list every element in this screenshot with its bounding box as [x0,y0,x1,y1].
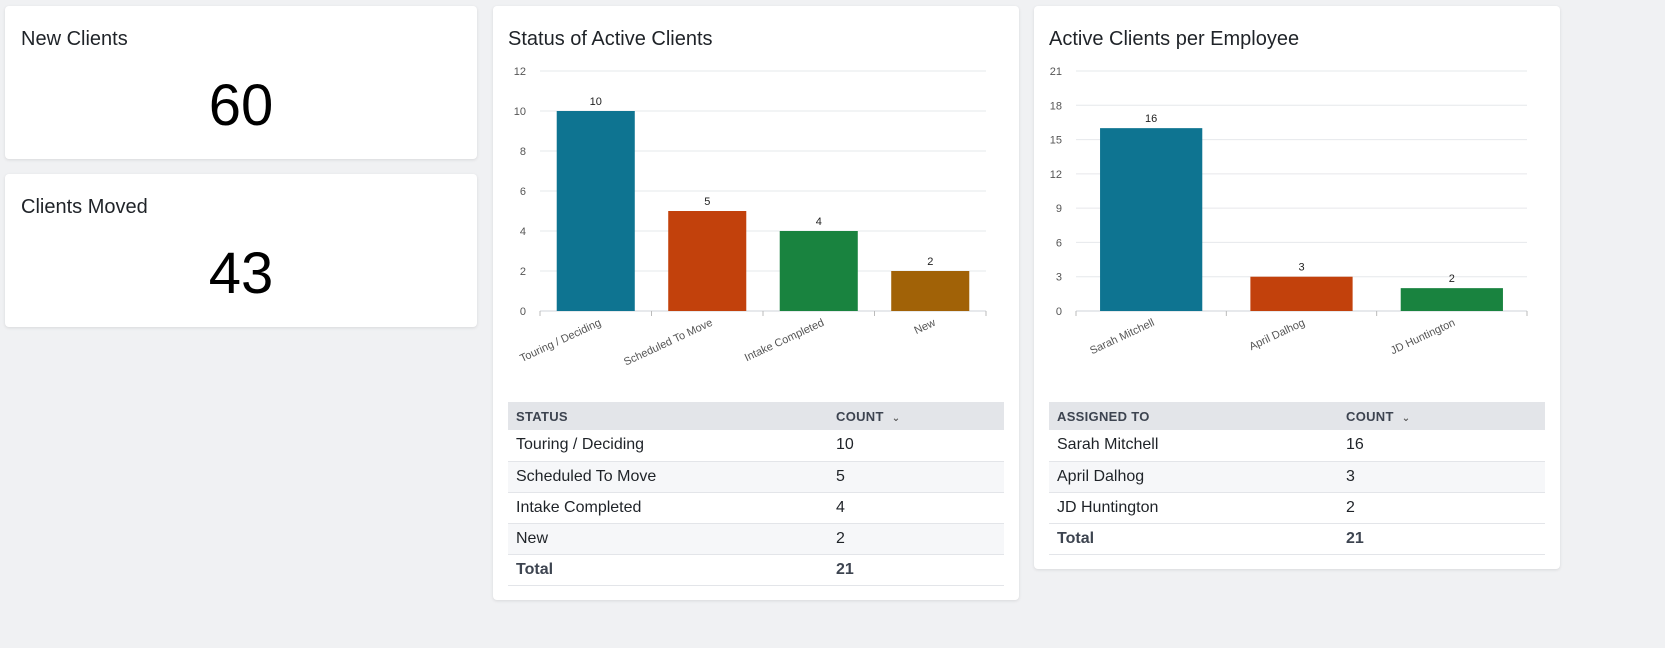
clients-moved-card: Clients Moved 43 [5,174,477,327]
employee-bar-chart: 0 3 6 9 12 15 18 21 16 Sarah Mitchell 3 April Dalho… [1050,66,1528,357]
new-clients-title: New Clients [21,28,128,50]
table-total-row: Total 21 [1049,523,1545,555]
table-cell: Touring / Deciding [508,430,828,462]
status-column-header[interactable]: STATUS [508,402,828,430]
y-tick-label: 3 [1056,272,1062,284]
bar [668,211,747,311]
data-label: 4 [816,216,822,228]
data-label: 2 [927,256,933,268]
table-cell: 16 [1338,430,1545,462]
status-table-header: STATUS COUNT ⌄ [508,402,1004,430]
table-row: April Dalhog 3 [1049,461,1545,493]
table-row: Scheduled To Move 5 [508,461,1004,493]
y-tick-label: 12 [514,66,526,78]
assigned-to-column-header[interactable]: ASSIGNED TO [1049,402,1338,430]
y-tick-label: 4 [520,226,526,238]
table-cell: 2 [828,523,1004,555]
status-chart-title: Status of Active Clients [508,28,713,50]
table-cell: JD Huntington [1049,492,1338,524]
status-card: Status of Active Clients 0 2 4 6 8 10 12 10 Tour… [493,6,1019,600]
status-table: STATUS COUNT ⌄ Touring / Deciding 10 Sche… [508,402,1004,586]
y-tick-label: 18 [1050,100,1062,112]
total-label: Total [1049,523,1338,555]
table-cell: 10 [828,430,1004,462]
y-tick-label: 6 [1056,237,1062,249]
table-cell: Scheduled To Move [508,461,828,493]
employee-chart-title: Active Clients per Employee [1049,28,1300,50]
table-cell: 3 [1338,461,1545,493]
table-total-row: Total 21 [508,554,1004,586]
table-cell: 4 [828,492,1004,524]
y-tick-label: 6 [520,186,526,198]
table-row: New 2 [508,523,1004,555]
y-tick-label: 8 [520,146,526,158]
y-tick-label: 0 [1056,306,1062,318]
total-value: 21 [1338,523,1545,555]
clients-moved-value: 43 [208,241,274,306]
table-row: JD Huntington 2 [1049,492,1545,524]
bar [891,271,970,311]
table-cell: New [508,523,828,555]
y-tick-label: 21 [1050,66,1062,78]
chevron-down-icon[interactable]: ⌄ [891,412,901,424]
y-tick-label: 15 [1050,135,1062,147]
y-tick-label: 12 [1050,169,1062,181]
total-label: Total [508,554,828,586]
y-tick-label: 10 [514,106,526,118]
status-bar-chart: 0 2 4 6 8 10 12 10 Touring / Deciding 5 Scheduled … [514,66,987,369]
bar [779,231,858,311]
bar [1400,288,1503,311]
y-tick-label: 9 [1056,203,1062,215]
count-header-label: COUNT [836,408,884,424]
y-tick-label: 2 [520,266,526,278]
count-header-label: COUNT [1346,408,1394,424]
x-tick-label: Sarah Mitchell [1088,317,1156,357]
employee-table: ASSIGNED TO COUNT ⌄ Sarah Mitchell 16 Apr… [1049,402,1545,555]
x-tick-label: Scheduled To Move [622,317,714,369]
data-label: 2 [1449,273,1455,285]
x-tick-label: Intake Completed [743,317,826,364]
table-row: Touring / Deciding 10 [508,430,1004,462]
y-tick-label: 0 [520,306,526,318]
data-label: 10 [590,96,602,108]
count-column-header[interactable]: COUNT ⌄ [1338,402,1545,430]
x-tick-label: Touring / Deciding [518,317,603,365]
chevron-down-icon[interactable]: ⌄ [1401,412,1411,424]
employee-table-header: ASSIGNED TO COUNT ⌄ [1049,402,1545,430]
table-cell: Sarah Mitchell [1049,430,1338,462]
employee-card: Active Clients per Employee 0 3 6 9 12 15 18 21… [1034,6,1560,569]
bar [1250,276,1353,311]
data-label: 3 [1298,262,1304,274]
table-row: Intake Completed 4 [508,492,1004,524]
table-cell: 2 [1338,492,1545,524]
table-cell: April Dalhog [1049,461,1338,493]
data-label: 5 [704,196,710,208]
x-tick-label: April Dalhog [1247,317,1306,353]
count-column-header[interactable]: COUNT ⌄ [828,402,1004,430]
table-row: Sarah Mitchell 16 [1049,430,1545,462]
x-tick-label: JD Huntington [1389,317,1457,357]
new-clients-card: New Clients 60 [5,6,477,159]
total-value: 21 [828,554,1004,586]
bar [1100,128,1203,311]
x-tick-label: New [912,317,937,337]
new-clients-value: 60 [208,73,274,138]
table-cell: Intake Completed [508,492,828,524]
bar [556,111,635,311]
table-cell: 5 [828,461,1004,493]
clients-moved-title: Clients Moved [21,196,148,218]
data-label: 16 [1145,113,1157,125]
